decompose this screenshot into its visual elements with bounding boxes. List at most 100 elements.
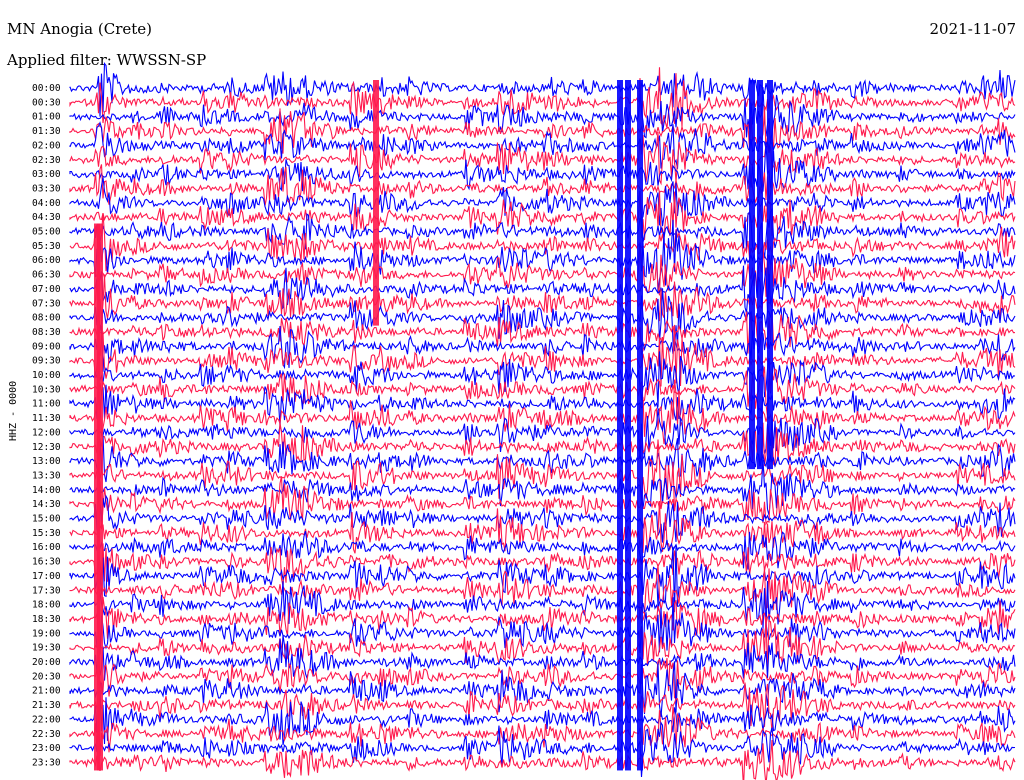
trace-line xyxy=(69,531,1016,570)
time-label: 03:30 xyxy=(32,183,61,194)
trace-line xyxy=(69,459,1016,516)
time-label: 00:00 xyxy=(32,83,61,94)
trace-line xyxy=(69,121,1016,169)
event-burst xyxy=(617,80,623,771)
trace-line xyxy=(69,366,1016,417)
station-title: MN Anogia (Crete) xyxy=(7,20,153,38)
time-label: 04:00 xyxy=(32,198,61,209)
trace-line xyxy=(69,564,1016,619)
trace-line xyxy=(69,706,1016,757)
time-label: 09:30 xyxy=(32,356,61,367)
time-label: 15:30 xyxy=(32,528,61,539)
time-label: 22:30 xyxy=(32,729,61,740)
time-label: 07:30 xyxy=(32,298,61,309)
trace-line xyxy=(69,106,1016,154)
time-label: 02:30 xyxy=(32,155,61,166)
time-label: 14:30 xyxy=(32,499,61,510)
time-label: 09:00 xyxy=(32,341,61,352)
time-label: 00:30 xyxy=(32,97,61,108)
time-label: 16:00 xyxy=(32,542,61,553)
trace-line xyxy=(69,265,1016,314)
time-label: 13:00 xyxy=(32,456,61,467)
event-burst xyxy=(767,80,773,470)
time-label: 13:30 xyxy=(32,470,61,481)
trace-line xyxy=(69,324,1016,387)
trace-line xyxy=(69,177,1016,227)
date-label: 2021-11-07 xyxy=(929,20,1016,38)
trace-line xyxy=(69,191,1016,241)
event-burst xyxy=(757,80,763,470)
time-label: 01:00 xyxy=(32,112,61,123)
trace-line xyxy=(69,544,1016,613)
time-label: 08:00 xyxy=(32,313,61,324)
time-label: 07:00 xyxy=(32,284,61,295)
time-label: 20:30 xyxy=(32,671,61,682)
trace-line xyxy=(69,597,1016,658)
trace-line xyxy=(69,351,1016,407)
time-label: 01:30 xyxy=(32,126,61,137)
event-burst xyxy=(373,80,379,326)
trace-line xyxy=(69,721,1016,778)
trace-line xyxy=(69,500,1016,554)
trace-line xyxy=(69,213,1016,272)
time-label: 19:00 xyxy=(32,628,61,639)
trace-line xyxy=(69,207,1016,259)
time-label: 17:30 xyxy=(32,585,61,596)
time-label: 10:00 xyxy=(32,370,61,381)
trace-line xyxy=(69,616,1016,673)
trace-line xyxy=(69,87,1016,143)
trace-line xyxy=(69,409,1016,459)
trace-line xyxy=(69,543,1016,587)
time-label: 06:30 xyxy=(32,270,61,281)
trace-line xyxy=(69,439,1016,512)
time-label: 05:30 xyxy=(32,241,61,252)
trace-line xyxy=(69,274,1016,322)
time-label: 16:30 xyxy=(32,557,61,568)
event-burst xyxy=(637,80,643,771)
trace-line xyxy=(69,288,1016,352)
time-label: 22:00 xyxy=(32,714,61,725)
time-label: 06:00 xyxy=(32,255,61,266)
trace-line xyxy=(69,657,1016,699)
time-label: 05:00 xyxy=(32,227,61,238)
trace-line xyxy=(69,596,1016,653)
time-label: 02:00 xyxy=(32,140,61,151)
time-label: 23:30 xyxy=(32,757,61,768)
trace-line xyxy=(69,682,1016,733)
time-label: 17:00 xyxy=(32,571,61,582)
filter-subtitle: Applied filter: WWSSN-SP xyxy=(7,51,207,69)
time-label: 23:00 xyxy=(32,743,61,754)
trace-line xyxy=(69,311,1016,356)
trace-line xyxy=(69,379,1016,445)
time-label: 04:30 xyxy=(32,212,61,223)
trace-line xyxy=(69,580,1016,630)
time-label: 12:30 xyxy=(32,442,61,453)
trace-line xyxy=(69,141,1016,192)
time-label: 15:00 xyxy=(32,514,61,525)
time-label: 03:00 xyxy=(32,169,61,180)
time-label: 14:00 xyxy=(32,485,61,496)
trace-line xyxy=(69,740,1016,780)
event-burst xyxy=(749,80,755,470)
time-label: 20:00 xyxy=(32,657,61,668)
trace-group xyxy=(69,61,1016,780)
time-label: 08:30 xyxy=(32,327,61,338)
event-burst xyxy=(625,80,631,771)
trace-line xyxy=(69,67,1016,129)
trace-line xyxy=(69,324,1016,372)
trace-line xyxy=(69,494,1016,543)
time-label: 11:00 xyxy=(32,399,61,410)
time-label: 11:30 xyxy=(32,413,61,424)
trace-line xyxy=(69,435,1016,483)
trace-line xyxy=(69,132,1016,186)
time-label: 18:00 xyxy=(32,600,61,611)
trace-line xyxy=(69,61,1016,117)
time-label: 10:30 xyxy=(32,384,61,395)
trace-line xyxy=(69,635,1016,681)
trace-line xyxy=(69,422,1016,468)
time-label-group: 00:00 00:30 01:00 01:30 02:00 02:30 03:00 03:30… xyxy=(32,83,61,768)
trace-line xyxy=(69,247,1016,297)
event-burst xyxy=(97,223,103,771)
trace-line xyxy=(69,219,1016,294)
